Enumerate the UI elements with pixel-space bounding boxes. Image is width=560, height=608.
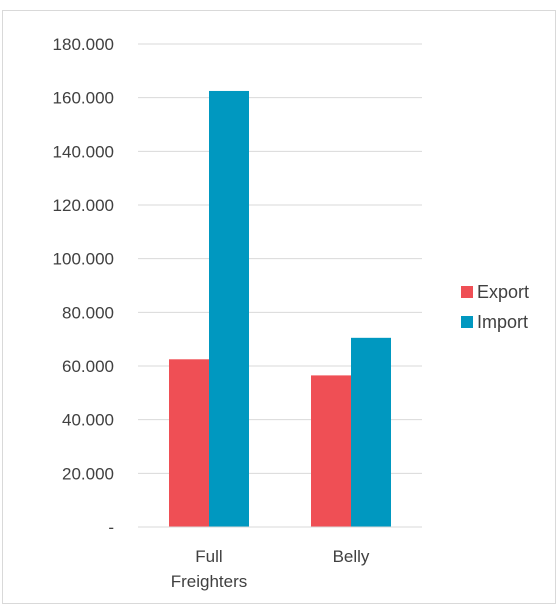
bar-import-0 <box>209 90 249 527</box>
legend-swatch-export <box>461 286 473 298</box>
chart-frame <box>2 10 556 604</box>
bar-import-1 <box>351 337 391 527</box>
legend-label-import: Import <box>477 312 528 332</box>
x-tick-label: Freighters <box>171 572 248 591</box>
y-tick-label: 180.000 <box>53 35 114 54</box>
y-tick-label: 160.000 <box>53 89 114 108</box>
y-tick-label: 40.000 <box>62 411 114 430</box>
x-tick-label: Belly <box>333 547 370 566</box>
y-tick-label: 120.000 <box>53 196 114 215</box>
y-tick-label: 20.000 <box>62 464 114 483</box>
bar-export-1 <box>311 375 351 527</box>
y-tick-label: 140.000 <box>53 142 114 161</box>
y-tick-label: - <box>108 518 114 537</box>
y-tick-label: 60.000 <box>62 357 114 376</box>
legend-swatch-import <box>461 316 473 328</box>
y-tick-label: 100.000 <box>53 250 114 269</box>
legend-label-export: Export <box>477 282 529 302</box>
y-tick-label: 80.000 <box>62 303 114 322</box>
bar-export-0 <box>169 359 209 527</box>
x-tick-label: Full <box>195 547 222 566</box>
